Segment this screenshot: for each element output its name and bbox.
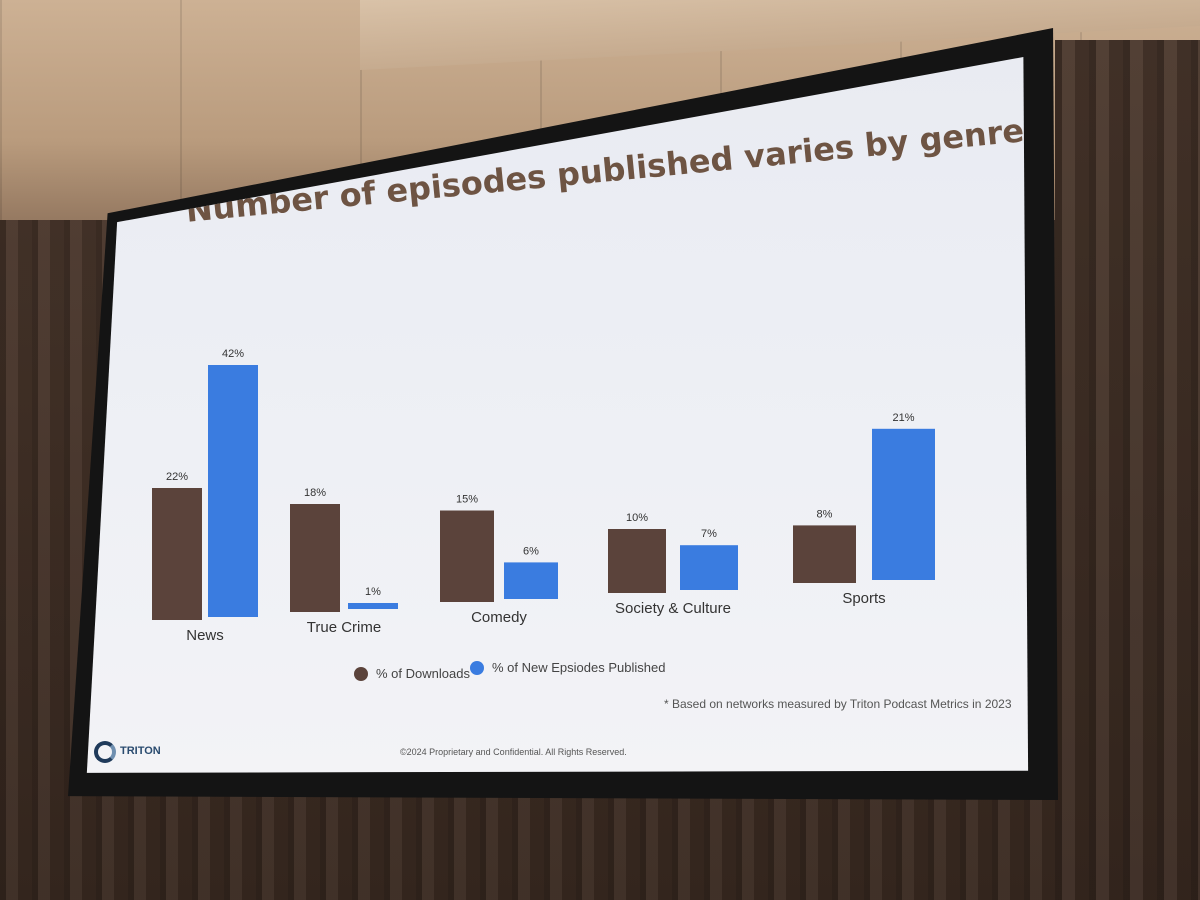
bar-true-crime-new-episodes xyxy=(348,603,398,609)
category-label-comedy: Comedy xyxy=(471,609,527,626)
triton-logo-icon xyxy=(94,741,116,763)
legend-label-downloads: % of Downloads xyxy=(376,666,470,681)
copyright-footer: ©2024 Proprietary and Confidential. All … xyxy=(400,747,627,757)
data-label-true-crime-new-episodes: 1% xyxy=(365,586,381,598)
data-label-society-and-culture-downloads: 10% xyxy=(626,512,648,524)
triton-logo-text: TRITON xyxy=(120,745,161,757)
bar-chart: 22% 42% News 18% 1% True Crime 15% 6% Comedy 10% 7… xyxy=(152,348,935,644)
legend-swatch-downloads xyxy=(354,667,368,681)
bar-comedy-downloads xyxy=(440,510,494,602)
bar-news-new-episodes xyxy=(208,365,258,617)
category-label-sports: Sports xyxy=(842,590,885,607)
legend-label-new-episodes: % of New Epsiodes Published xyxy=(492,660,666,675)
bar-news-downloads xyxy=(152,488,202,620)
triton-logo: TRITON xyxy=(94,741,174,767)
footnote: * Based on networks measured by Triton P… xyxy=(664,697,1012,711)
data-label-society-and-culture-new-episodes: 7% xyxy=(701,528,717,540)
data-label-true-crime-downloads: 18% xyxy=(304,487,326,499)
data-label-comedy-new-episodes: 6% xyxy=(523,545,539,557)
bar-sports-downloads xyxy=(793,525,856,583)
category-label-news: News xyxy=(186,627,224,644)
category-label-society-and-culture: Society & Culture xyxy=(615,600,731,617)
bar-comedy-new-episodes xyxy=(504,562,558,599)
data-label-news-downloads: 22% xyxy=(166,471,188,483)
bar-society-and-culture-downloads xyxy=(608,529,666,593)
data-label-news-new-episodes: 42% xyxy=(222,348,244,360)
data-label-sports-new-episodes: 21% xyxy=(892,412,914,424)
data-label-comedy-downloads: 15% xyxy=(456,494,478,506)
bar-sports-new-episodes xyxy=(872,428,935,580)
curtain-right xyxy=(1055,40,1200,900)
bar-true-crime-downloads xyxy=(290,504,340,612)
bar-society-and-culture-new-episodes xyxy=(680,545,738,590)
category-label-true-crime: True Crime xyxy=(307,619,381,636)
data-label-sports-downloads: 8% xyxy=(817,508,833,520)
legend-swatch-new-episodes xyxy=(470,661,484,675)
